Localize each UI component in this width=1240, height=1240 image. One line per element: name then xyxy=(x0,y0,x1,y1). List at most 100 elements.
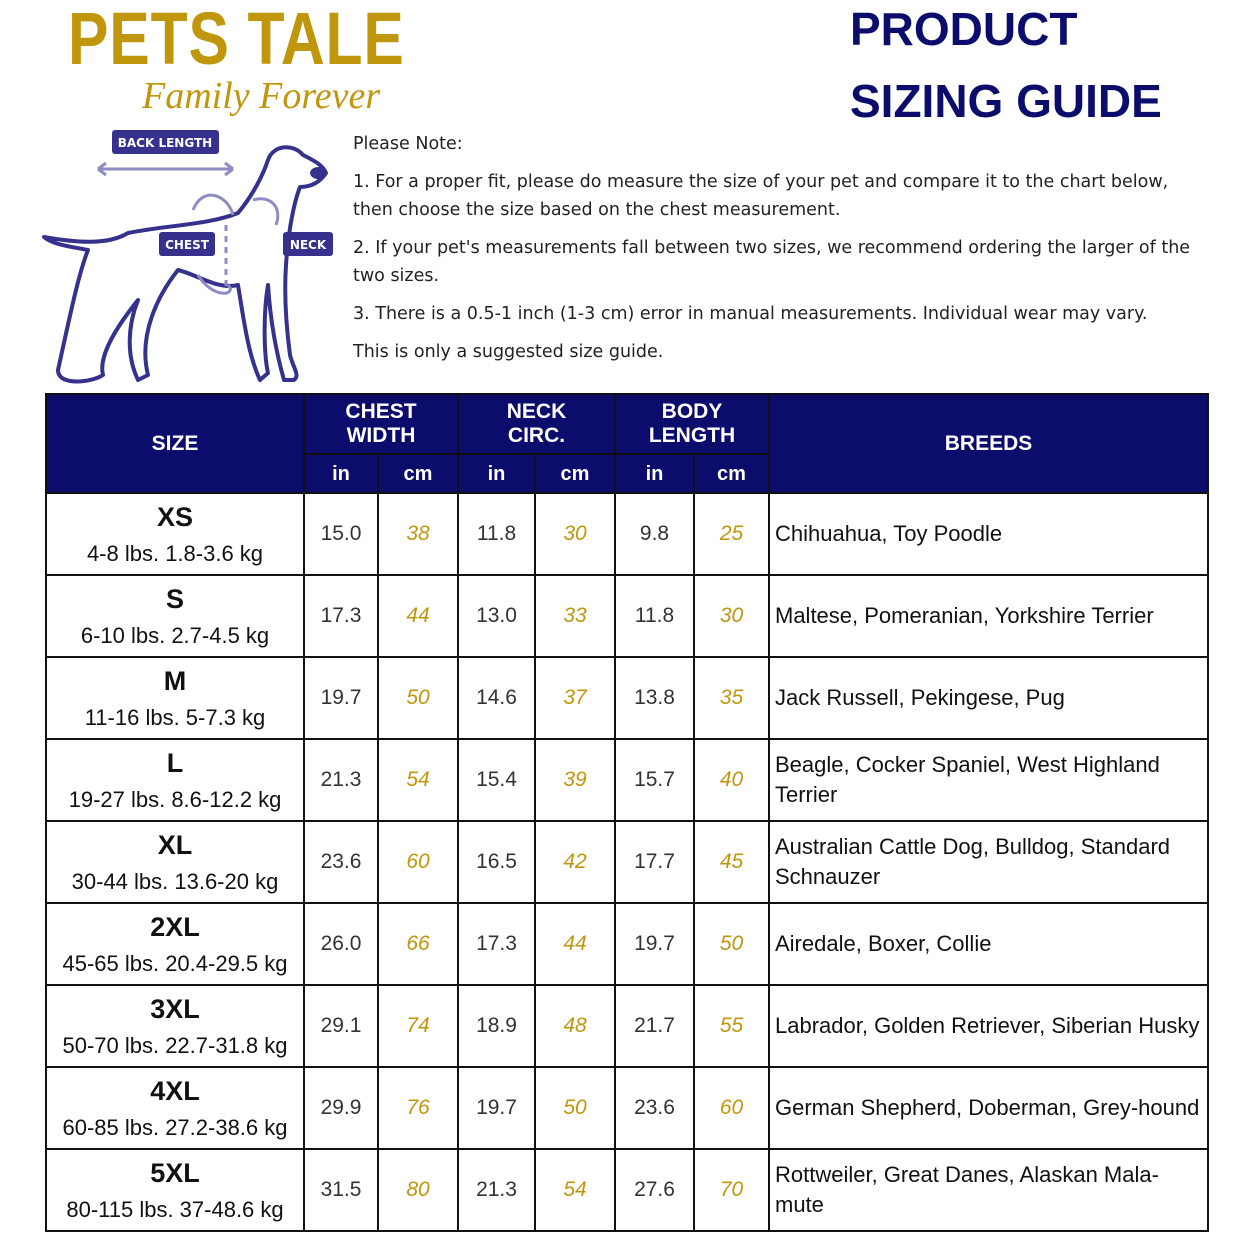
breeds: Beagle, Cocker Spaniel, West Highland Te… xyxy=(768,738,1209,822)
neck-in: 11.8 xyxy=(457,492,536,576)
chest-cm: 74 xyxy=(377,984,459,1068)
neck-in: 13.0 xyxy=(457,574,536,658)
neck-in: 16.5 xyxy=(457,820,536,904)
notes-heading: Please Note: xyxy=(353,134,463,154)
neck-cm: 33 xyxy=(534,574,616,658)
chest-in: 29.1 xyxy=(303,984,379,1068)
header-chest-in: in xyxy=(303,453,379,494)
chest-in: 26.0 xyxy=(303,902,379,986)
chest-cm: 54 xyxy=(377,738,459,822)
chest-cm: 66 xyxy=(377,902,459,986)
weight-range: 45-65 lbs. 20.4-29.5 kg xyxy=(62,950,288,976)
header-body-in: in xyxy=(614,453,695,494)
size-label: 2XL xyxy=(150,911,200,942)
neck-in: 21.3 xyxy=(457,1148,536,1232)
body-cm: 55 xyxy=(693,984,770,1068)
chest-in: 17.3 xyxy=(303,574,379,658)
chest-in: 15.0 xyxy=(303,492,379,576)
neck-cm: 54 xyxy=(534,1148,616,1232)
header-body: BODY LENGTH xyxy=(614,393,770,455)
neck-in: 14.6 xyxy=(457,656,536,740)
size-cell: 5XL 80-115 lbs. 37-48.6 kg xyxy=(45,1148,305,1232)
neck-cm: 39 xyxy=(534,738,616,822)
chest-in: 29.9 xyxy=(303,1066,379,1150)
brand-logo: PETS TALE xyxy=(68,0,405,80)
chest-cm: 60 xyxy=(377,820,459,904)
breeds: Jack Russell, Pekingese, Pug xyxy=(768,656,1209,740)
size-label: 3XL xyxy=(150,993,200,1024)
chest-cm: 50 xyxy=(377,656,459,740)
body-in: 13.8 xyxy=(614,656,695,740)
breeds: Maltese, Pomeranian, Yorkshire Terrier xyxy=(768,574,1209,658)
size-cell: 3XL 50-70 lbs. 22.7-31.8 kg xyxy=(45,984,305,1068)
neck-cm: 50 xyxy=(534,1066,616,1150)
weight-range: 30-44 lbs. 13.6-20 kg xyxy=(71,868,279,894)
chest-in: 21.3 xyxy=(303,738,379,822)
body-cm: 35 xyxy=(693,656,770,740)
body-cm: 25 xyxy=(693,492,770,576)
breeds: German Shepherd, Doberman, Grey-hound xyxy=(768,1066,1209,1150)
body-in: 17.7 xyxy=(614,820,695,904)
header-body-cm: cm xyxy=(693,453,770,494)
breeds: Airedale, Boxer, Collie xyxy=(768,902,1209,986)
neck-cm: 30 xyxy=(534,492,616,576)
table-row: 5XL 80-115 lbs. 37-48.6 kg 31.5 80 21.3 54 27.… xyxy=(45,1148,1209,1232)
body-cm: 40 xyxy=(693,738,770,822)
neck-cm: 44 xyxy=(534,902,616,986)
note-item: 1. For a proper fit, please do measure t… xyxy=(353,172,1169,220)
table-row: 3XL 50-70 lbs. 22.7-31.8 kg 29.1 74 18.9 48 21… xyxy=(45,984,1209,1068)
header-neck-in: in xyxy=(457,453,536,494)
brand-tagline: Family Forever xyxy=(142,75,381,117)
table-row: XS 4-8 lbs. 1.8-3.6 kg 15.0 38 11.8 30 9.8 25 Ch… xyxy=(45,492,1209,576)
chest-in: 19.7 xyxy=(303,656,379,740)
breeds: Chihuahua, Toy Poodle xyxy=(768,492,1209,576)
size-label: M xyxy=(163,665,187,696)
neck-cm: 42 xyxy=(534,820,616,904)
body-in: 21.7 xyxy=(614,984,695,1068)
body-in: 27.6 xyxy=(614,1148,695,1232)
neck-in: 15.4 xyxy=(457,738,536,822)
size-label: L xyxy=(166,747,184,778)
weight-range: 11-16 lbs. 5-7.3 kg xyxy=(84,704,266,730)
body-in: 23.6 xyxy=(614,1066,695,1150)
size-label: XS xyxy=(156,501,194,532)
header-neck: NECK CIRC. xyxy=(457,393,616,455)
chest-cm: 44 xyxy=(377,574,459,658)
table-row: XL 30-44 lbs. 13.6-20 kg 23.6 60 16.5 42 17.7 4… xyxy=(45,820,1209,904)
neck-in: 19.7 xyxy=(457,1066,536,1150)
weight-range: 4-8 lbs. 1.8-3.6 kg xyxy=(86,540,264,566)
chest-cm: 38 xyxy=(377,492,459,576)
table-row: M 11-16 lbs. 5-7.3 kg 19.7 50 14.6 37 13.8 35 Ja… xyxy=(45,656,1209,740)
header-chest-cm: cm xyxy=(377,453,459,494)
header-neck-cm: cm xyxy=(534,453,616,494)
table-row: 4XL 60-85 lbs. 27.2-38.6 kg 29.9 76 19.7 50 23… xyxy=(45,1066,1209,1150)
neck-in: 17.3 xyxy=(457,902,536,986)
body-cm: 70 xyxy=(693,1148,770,1232)
size-cell: XS 4-8 lbs. 1.8-3.6 kg xyxy=(45,492,305,576)
neck-in: 18.9 xyxy=(457,984,536,1068)
table-row: 2XL 45-65 lbs. 20.4-29.5 kg 26.0 66 17.3 44 19… xyxy=(45,902,1209,986)
header-chest: CHEST WIDTH xyxy=(303,393,459,455)
neck-label: NECK xyxy=(290,238,327,252)
chest-label: CHEST xyxy=(165,238,210,252)
body-cm: 50 xyxy=(693,902,770,986)
page-title-line2: SIZING GUIDE xyxy=(850,75,1162,127)
size-cell: M 11-16 lbs. 5-7.3 kg xyxy=(45,656,305,740)
note-item: This is only a suggested size guide. xyxy=(353,342,664,362)
page-title-line1: PRODUCT xyxy=(850,3,1078,55)
size-label: 5XL xyxy=(150,1157,200,1188)
weight-range: 6-10 lbs. 2.7-4.5 kg xyxy=(80,622,270,648)
weight-range: 60-85 lbs. 27.2-38.6 kg xyxy=(62,1114,288,1140)
chest-in: 23.6 xyxy=(303,820,379,904)
table-row: L 19-27 lbs. 8.6-12.2 kg 21.3 54 15.4 39 15.7 4… xyxy=(45,738,1209,822)
size-label: XL xyxy=(157,829,193,860)
table-row: S 6-10 lbs. 2.7-4.5 kg 17.3 44 13.0 33 11.8 30 M… xyxy=(45,574,1209,658)
weight-range: 19-27 lbs. 8.6-12.2 kg xyxy=(68,786,282,812)
note-item: 3. There is a 0.5-1 inch (1-3 cm) error … xyxy=(353,304,1148,324)
back-length-label: BACK LENGTH xyxy=(118,136,212,150)
body-cm: 45 xyxy=(693,820,770,904)
breeds: Labrador, Golden Retriever, Siberian Hus… xyxy=(768,984,1209,1068)
size-cell: S 6-10 lbs. 2.7-4.5 kg xyxy=(45,574,305,658)
dog-measurement-diagram: BACK LENGTH CHEST NECK xyxy=(42,130,333,384)
note-item: 2. If your pet's measurements fall betwe… xyxy=(353,238,1191,286)
